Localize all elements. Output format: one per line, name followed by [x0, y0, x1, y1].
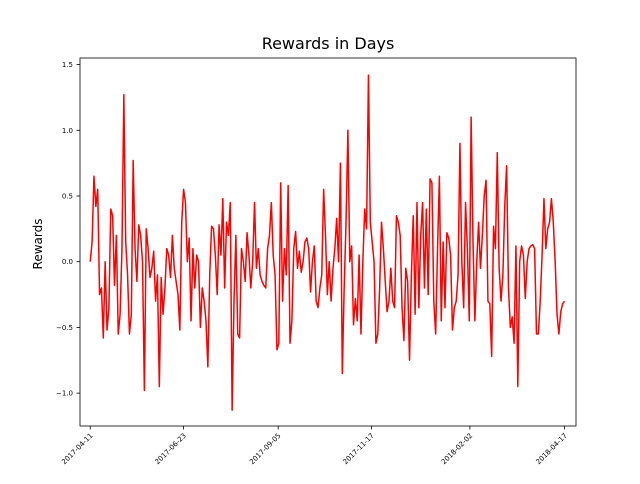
- y-tick-label: 0.0: [62, 258, 73, 266]
- chart-title: Rewards in Days: [262, 34, 395, 53]
- y-tick-label: −0.5: [56, 324, 73, 332]
- y-tick-label: 0.5: [62, 193, 73, 201]
- y-axis: 1.5 1.0 0.5 0.0 −0.5 −1.0: [56, 61, 80, 398]
- series-layer: [89, 74, 566, 411]
- plot-frame: [79, 57, 577, 427]
- y-tick-label: 1.5: [62, 61, 73, 69]
- y-tick-label: −1.0: [56, 390, 73, 398]
- rewards-series-line: [89, 74, 566, 411]
- y-tick-label: 1.0: [62, 127, 73, 135]
- y-axis-label: Rewards: [31, 219, 45, 270]
